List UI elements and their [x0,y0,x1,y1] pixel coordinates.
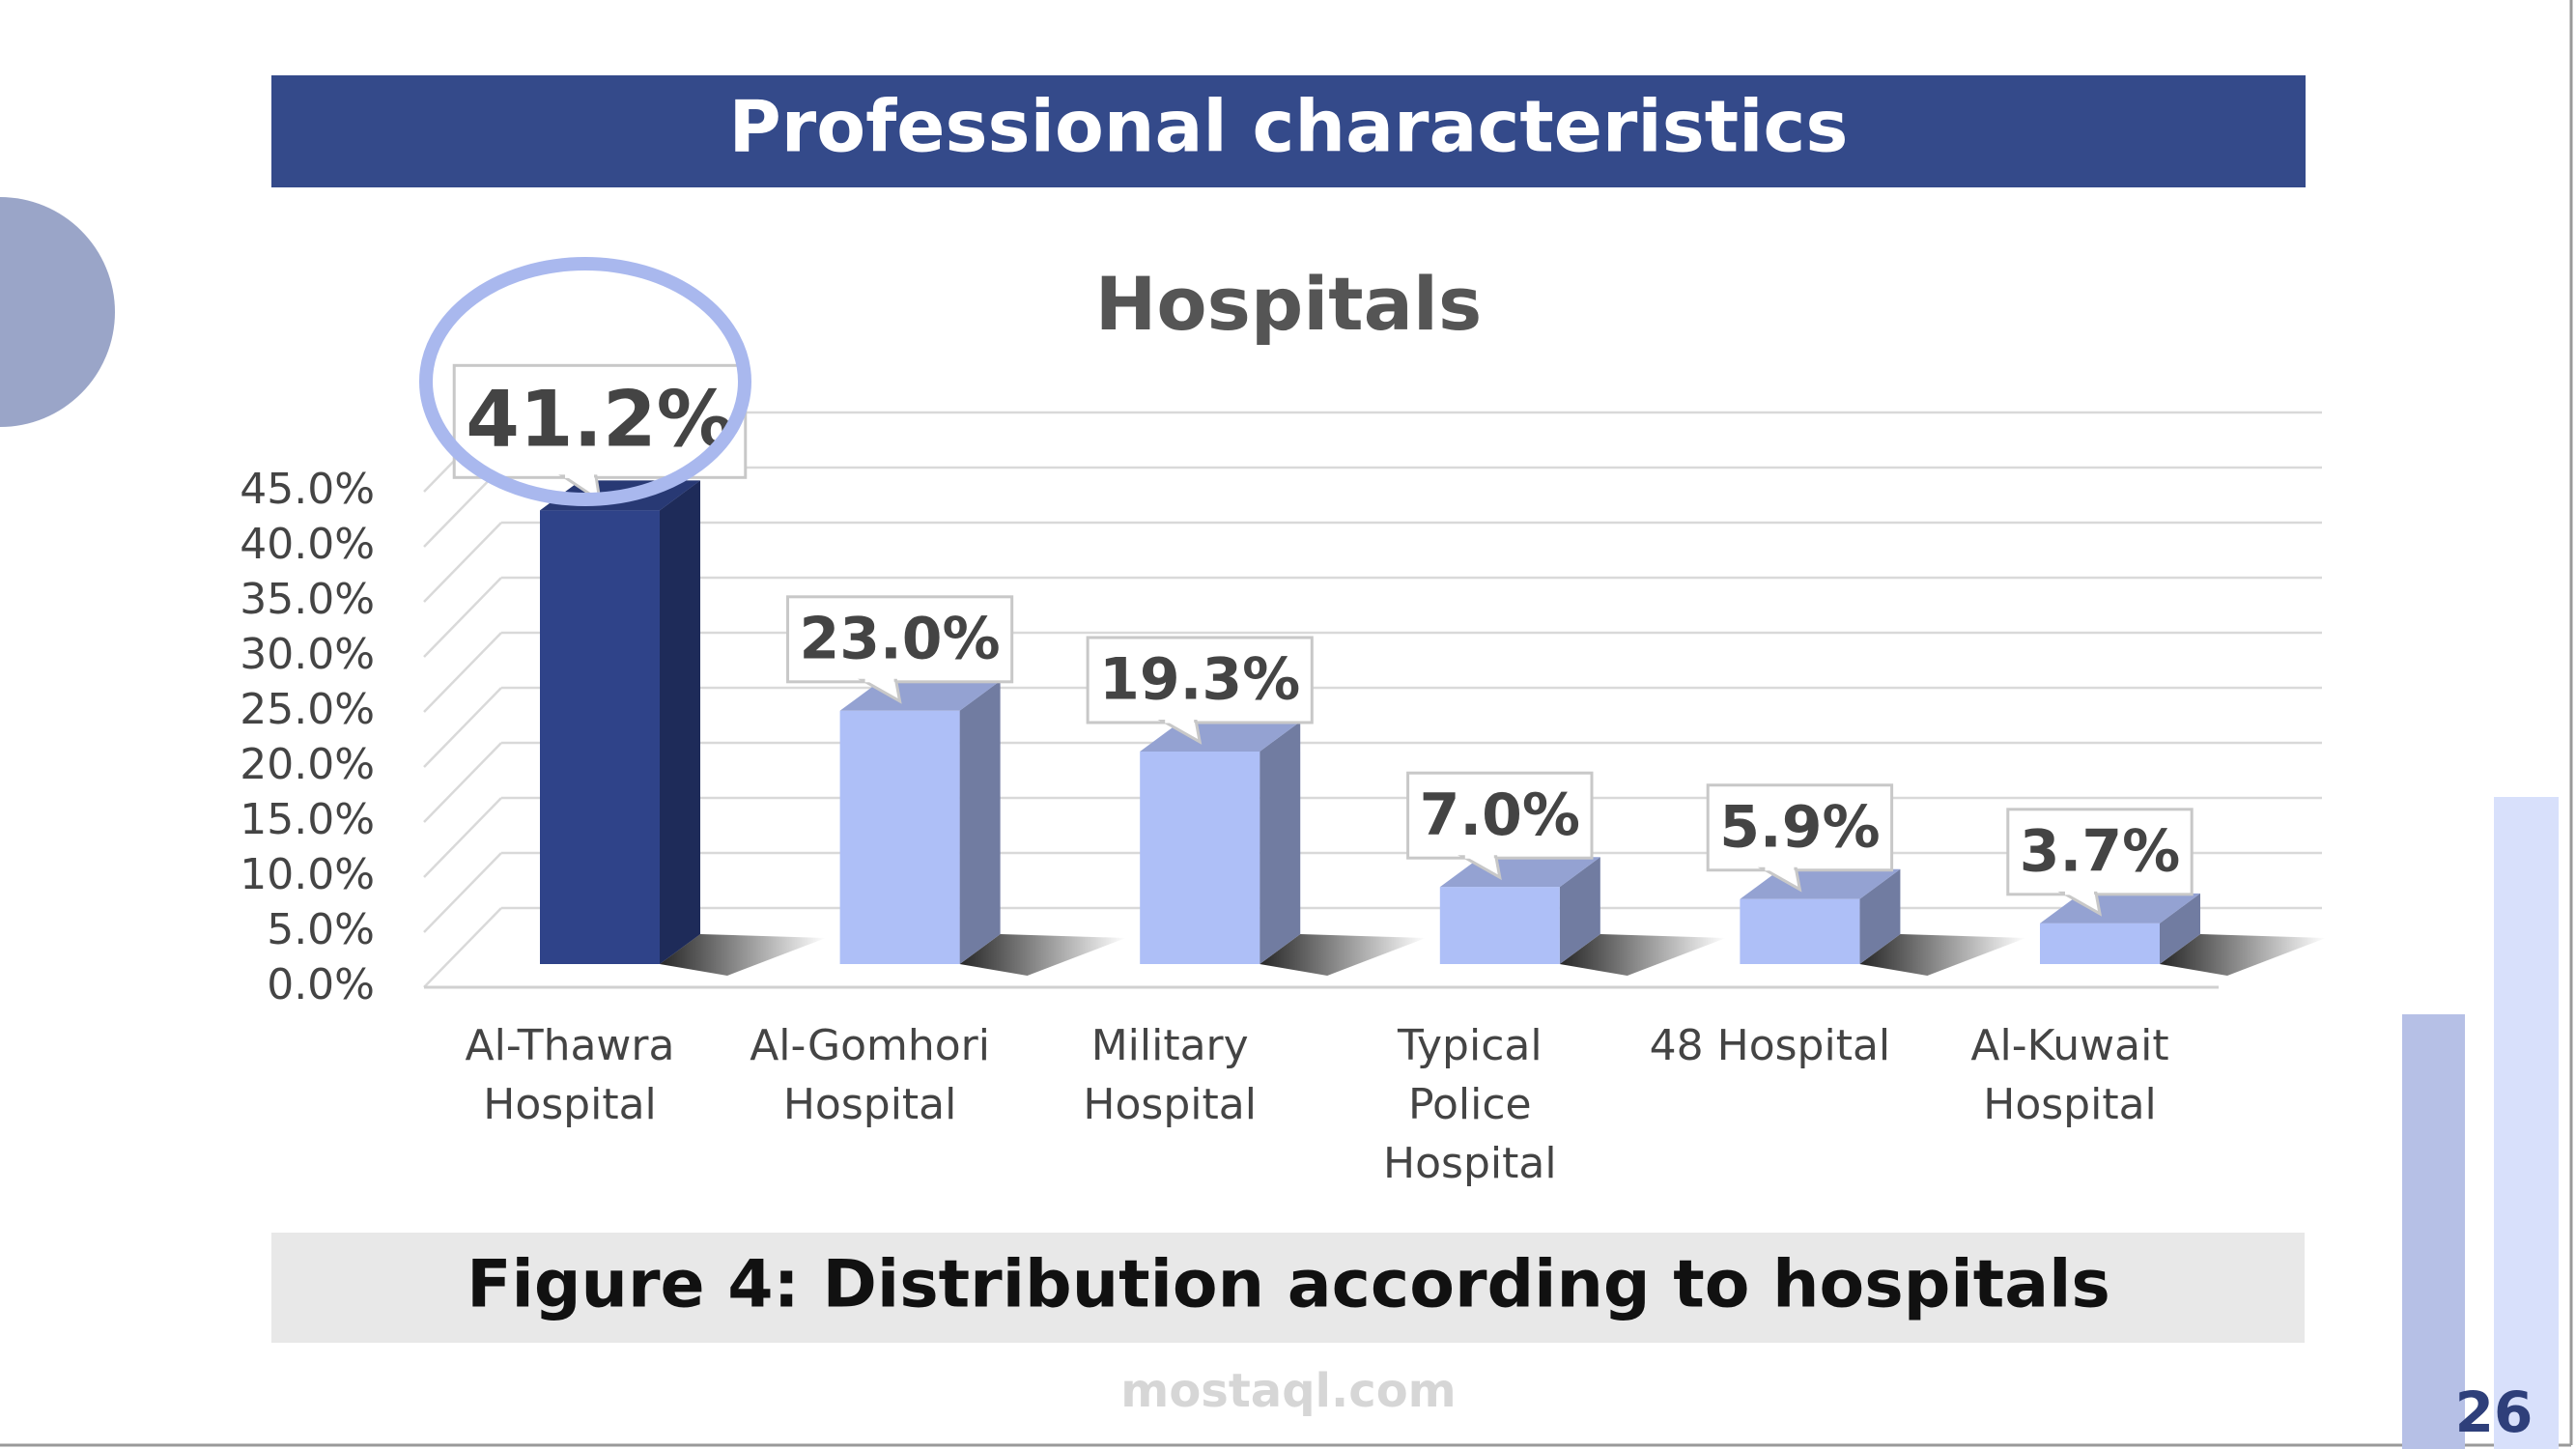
x-tick-label: Typical Police Hospital [1383,1021,1557,1188]
bar-side-shade [1859,868,1901,964]
header-band [271,75,2306,187]
bar-side [1859,868,1901,964]
grid-line [423,852,502,933]
callout-box [1086,636,1314,724]
y-tick-label: 0.0% [267,960,375,1009]
bar [1740,898,1860,964]
grid-line [423,577,502,658]
caption-band [271,1233,2305,1343]
value-callout: 5.9% [1706,783,1894,893]
grid-line [423,687,502,768]
y-tick-label: 30.0% [240,630,375,679]
bar-side-shade [2160,893,2200,964]
bar-side [1260,721,1301,964]
value-label: 19.3% [1099,646,1300,714]
value-label: 23.0% [800,605,1001,672]
value-callout: 23.0% [786,595,1014,704]
plot: 0.0% 5.0% 10.0% 15.0% 20.0% 25.0% 30.0% 35.0% 40… [240,363,2326,1188]
x-tick-label: 48 Hospital [1650,1021,1891,1070]
callout-box [1706,783,1894,872]
bar [1439,887,1560,964]
bar-shadow [2160,934,2326,976]
value-callout: 7.0% [1406,771,1594,881]
watermark: mostaql.com [1120,1364,1456,1418]
highlight-ring [419,257,751,506]
callout-box [2006,808,2194,896]
chart-title: Hospitals [1095,261,1482,347]
bar [540,510,660,964]
bar [839,710,960,964]
y-tick-label: 45.0% [240,465,375,514]
callout-box [786,595,1014,684]
bar-side-shade [1559,857,1600,964]
x-tick-label: Military Hospital [1083,1021,1257,1129]
x-tick-label: Al-Kuwait Hospital [1970,1021,2168,1129]
value-callout: 3.7% [2006,808,2194,917]
value-label: 3.7% [2020,817,2180,885]
bar-side [959,680,1001,964]
value-callout: 41.2% [452,363,748,504]
decor-circle [0,197,115,427]
y-tick-label: 5.0% [267,905,375,954]
decor-bar [2402,1014,2465,1449]
callout-box [1406,771,1594,860]
bar-shadow [1559,934,1726,976]
header-title: Professional characteristics [729,86,1849,169]
bar [1140,751,1260,964]
value-label: 5.9% [1719,793,1880,861]
bar-shadow [660,934,826,976]
x-tick-label: Al-Gomhori Hospital [750,1021,990,1129]
bar-side [660,480,700,964]
bar-side-shade [660,480,700,964]
bar-shadow [1260,934,1427,976]
bar-side [1559,857,1600,964]
bar-side [2160,893,2200,964]
caption: Figure 4: Distribution according to hosp… [467,1247,2110,1323]
bar-shadow [1859,934,2026,976]
bar-side-shade [959,680,1001,964]
y-tick-label: 10.0% [240,850,375,899]
y-tick-label: 15.0% [240,795,375,844]
y-tick-label: 35.0% [240,575,375,624]
bar-side-shade [1260,721,1301,964]
x-tick-label: Al-Thawra Hospital [466,1021,675,1129]
grid-line [423,522,502,603]
decor-bar [2494,797,2559,1449]
grid-line [423,742,502,823]
grid-line [423,632,502,713]
value-callout: 19.3% [1086,636,1314,745]
page-number: 26 [2455,1379,2534,1445]
bar-shadow [959,934,1126,976]
value-label: 41.2% [466,374,734,464]
bar [2040,923,2160,964]
y-tick-label: 25.0% [240,685,375,734]
value-label: 7.0% [1420,781,1580,849]
grid-line [423,797,502,878]
y-tick-label: 40.0% [240,520,375,569]
grid-line [423,907,502,988]
y-tick-label: 20.0% [240,740,375,789]
